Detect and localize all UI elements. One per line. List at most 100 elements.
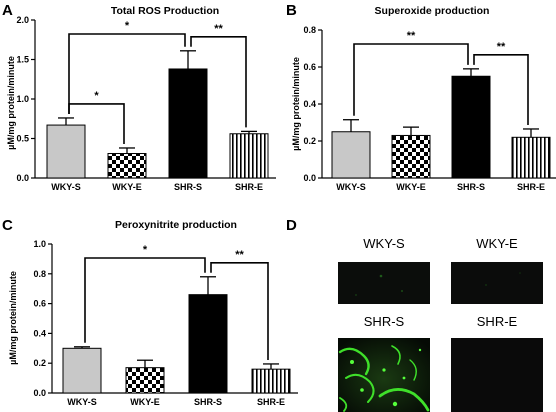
bar [125, 367, 165, 394]
fluorescent-dot [382, 368, 386, 372]
image-shr-s-dots [350, 348, 422, 407]
x-tick-label: SHR-E [235, 182, 263, 192]
panel-c-x-axis: WKY-S WKY-E SHR-S SHR-E [52, 392, 298, 407]
panel-a-bars [46, 50, 269, 179]
panel-b-x-axis: WKY-S WKY-E SHR-S SHR-E [322, 177, 556, 192]
panel-b-title: Superoxide production [375, 5, 490, 17]
fluorescent-structure [378, 388, 430, 412]
fluorescent-dot [360, 388, 364, 392]
bar [451, 75, 491, 179]
panel-b-letter: B [286, 2, 297, 19]
fluorescent-structure [339, 397, 348, 412]
significance-bracket [84, 257, 206, 343]
image-label-shr-s: SHR-S [364, 314, 405, 329]
image-label-wky-e: WKY-E [476, 236, 518, 251]
y-tick-label: 1.0 [33, 239, 46, 249]
significance-bracket [210, 261, 269, 360]
image-wky-e [451, 262, 543, 304]
significance-label: ** [497, 41, 506, 53]
panel-c-y-axis-label: µM/mg protein/minute [8, 271, 18, 365]
panel-b: B Superoxide production µM/mg protein/mi… [286, 2, 556, 192]
bar [62, 347, 102, 394]
panel-b-y-axis-label: µM/mg protein/minute [291, 57, 301, 151]
y-tick-label: 0.0 [16, 173, 29, 183]
fluorescent-structure [391, 345, 401, 365]
significance-label: * [125, 20, 130, 32]
panel-d-letter: D [286, 217, 297, 234]
x-tick-label: SHR-E [517, 182, 545, 192]
panel-c-bars [62, 276, 291, 394]
bar [229, 133, 269, 179]
y-tick-label: 0.2 [303, 136, 316, 146]
significance-bracket [190, 36, 247, 128]
image-wky-s-speck [355, 294, 357, 296]
y-tick-label: 0.4 [303, 99, 316, 109]
bar [168, 68, 208, 179]
fluorescent-structure [409, 359, 417, 381]
panel-a: A Total ROS Production µM/mg protein/min… [2, 2, 276, 192]
fluorescent-dot [392, 401, 398, 407]
image-label-wky-s: WKY-S [363, 236, 405, 251]
y-tick-label: 0.0 [33, 388, 46, 398]
image-wky-s [338, 262, 430, 304]
y-tick-label: 0.8 [33, 269, 46, 279]
image-shr-s-fluorescence [338, 345, 430, 412]
significance-label: * [94, 90, 99, 102]
panel-a-significance: **** [68, 20, 247, 144]
panel-c-title: Peroxynitrite production [115, 219, 237, 231]
panel-d: D WKY-S WKY-E SHR-S SHR-E [286, 217, 543, 412]
panel-c-significance: *** [84, 244, 269, 360]
x-tick-label: WKY-E [396, 182, 426, 192]
panel-a-x-axis: WKY-S WKY-E SHR-S SHR-E [35, 177, 276, 192]
panel-b-significance: ** ** [353, 30, 529, 125]
x-tick-label: WKY-E [112, 182, 142, 192]
significance-bracket [68, 33, 186, 114]
significance-label: ** [235, 249, 244, 261]
image-wky-s-speck [379, 274, 383, 278]
bar [46, 124, 86, 179]
image-label-shr-e: SHR-E [477, 314, 518, 329]
panel-a-letter: A [2, 2, 13, 19]
x-tick-label: WKY-S [51, 182, 81, 192]
panel-c-y-axis: 0.0 0.2 0.4 0.6 0.8 1.0 [33, 239, 53, 398]
significance-bracket [353, 43, 469, 116]
x-tick-label: SHR-E [257, 397, 285, 407]
y-tick-label: 0.5 [16, 134, 29, 144]
y-tick-label: 0.8 [303, 25, 316, 35]
fluorescent-structure [345, 373, 375, 403]
panel-c-letter: C [2, 217, 13, 234]
panel-a-title: Total ROS Production [111, 5, 219, 17]
bar [107, 153, 147, 179]
panel-b-y-axis: 0.0 0.2 0.4 0.6 0.8 [303, 25, 323, 183]
y-tick-label: 2.0 [16, 15, 29, 25]
x-tick-label: SHR-S [174, 182, 202, 192]
significance-label: ** [214, 23, 223, 35]
x-tick-label: WKY-S [67, 397, 97, 407]
bar [188, 294, 228, 394]
bar [251, 368, 291, 394]
y-tick-label: 0.0 [303, 173, 316, 183]
image-shr-e [451, 338, 543, 412]
panel-b-bars [331, 68, 551, 179]
bar [331, 131, 371, 179]
fluorescent-dot [350, 360, 354, 364]
image-wky-e-speck [519, 272, 521, 274]
y-tick-label: 1.5 [16, 55, 29, 65]
panel-c: C Peroxynitrite production µM/mg protein… [2, 217, 298, 407]
x-tick-label: SHR-S [194, 397, 222, 407]
y-tick-label: 0.2 [33, 358, 46, 368]
y-tick-label: 0.4 [33, 328, 46, 338]
significance-label: * [143, 244, 148, 256]
x-tick-label: SHR-S [457, 182, 485, 192]
x-tick-label: WKY-S [336, 182, 366, 192]
bar [511, 136, 551, 179]
significance-bracket [473, 54, 529, 125]
fluorescent-dot [402, 376, 406, 380]
significance-label: ** [407, 30, 416, 42]
fluorescent-structure [338, 347, 370, 376]
fluorescent-dot [418, 348, 422, 352]
panel-a-y-axis: 0.0 0.5 1.0 1.5 2.0 [16, 15, 36, 183]
x-tick-label: WKY-E [130, 397, 160, 407]
y-tick-label: 0.6 [33, 299, 46, 309]
